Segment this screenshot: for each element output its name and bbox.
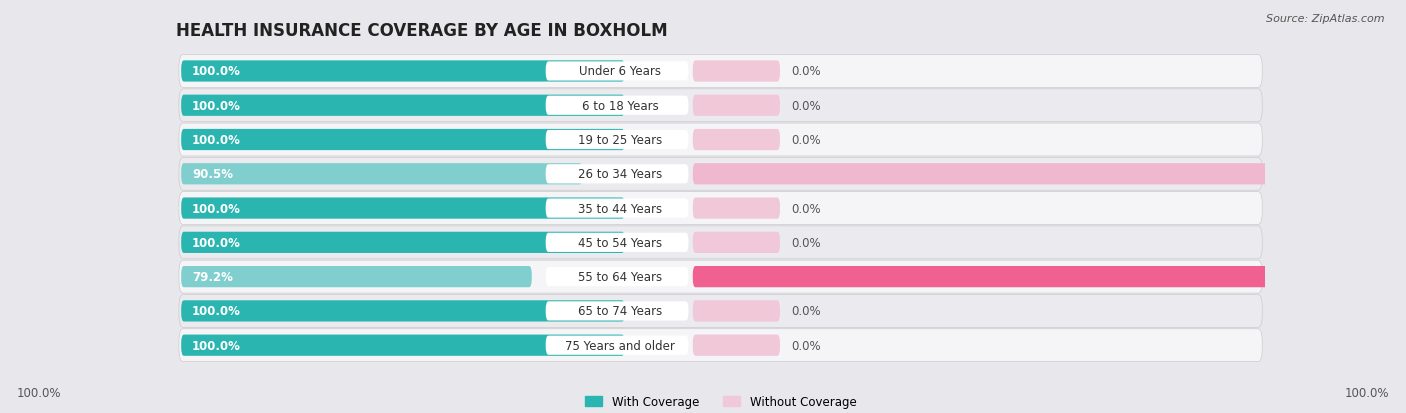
Text: 0.0%: 0.0%: [790, 339, 821, 352]
FancyBboxPatch shape: [181, 61, 624, 82]
FancyBboxPatch shape: [181, 198, 624, 219]
Text: 19 to 25 Years: 19 to 25 Years: [578, 134, 662, 147]
Text: 100.0%: 100.0%: [193, 339, 240, 352]
FancyBboxPatch shape: [179, 124, 1263, 157]
Text: 100.0%: 100.0%: [193, 305, 240, 318]
FancyBboxPatch shape: [181, 95, 624, 116]
FancyBboxPatch shape: [181, 335, 624, 356]
FancyBboxPatch shape: [546, 96, 689, 116]
FancyBboxPatch shape: [546, 336, 689, 355]
FancyBboxPatch shape: [546, 131, 689, 150]
Text: 45 to 54 Years: 45 to 54 Years: [578, 236, 662, 249]
FancyBboxPatch shape: [179, 192, 1263, 225]
FancyBboxPatch shape: [179, 261, 1263, 293]
FancyBboxPatch shape: [546, 62, 689, 81]
FancyBboxPatch shape: [181, 232, 624, 253]
Text: 0.0%: 0.0%: [790, 134, 821, 147]
Text: 100.0%: 100.0%: [193, 202, 240, 215]
FancyBboxPatch shape: [693, 301, 780, 322]
Text: 0.0%: 0.0%: [790, 305, 821, 318]
Text: 75 Years and older: 75 Years and older: [565, 339, 675, 352]
FancyBboxPatch shape: [546, 267, 689, 287]
FancyBboxPatch shape: [181, 301, 624, 322]
Text: 90.5%: 90.5%: [193, 168, 233, 181]
FancyBboxPatch shape: [181, 266, 531, 287]
Text: 0.0%: 0.0%: [790, 100, 821, 112]
Text: 0.0%: 0.0%: [790, 202, 821, 215]
Text: 100.0%: 100.0%: [193, 65, 240, 78]
Text: 26 to 34 Years: 26 to 34 Years: [578, 168, 662, 181]
FancyBboxPatch shape: [179, 90, 1263, 122]
Text: 100.0%: 100.0%: [17, 386, 62, 399]
Text: Under 6 Years: Under 6 Years: [579, 65, 661, 78]
FancyBboxPatch shape: [179, 329, 1263, 362]
Text: 100.0%: 100.0%: [193, 100, 240, 112]
Legend: With Coverage, Without Coverage: With Coverage, Without Coverage: [579, 390, 862, 413]
Text: 0.0%: 0.0%: [790, 236, 821, 249]
FancyBboxPatch shape: [693, 164, 1406, 185]
FancyBboxPatch shape: [693, 335, 780, 356]
FancyBboxPatch shape: [546, 199, 689, 218]
Text: 100.0%: 100.0%: [193, 134, 240, 147]
Text: 0.0%: 0.0%: [790, 65, 821, 78]
Text: 55 to 64 Years: 55 to 64 Years: [578, 271, 662, 283]
FancyBboxPatch shape: [546, 233, 689, 252]
FancyBboxPatch shape: [693, 232, 780, 253]
Text: Source: ZipAtlas.com: Source: ZipAtlas.com: [1267, 14, 1385, 24]
Text: 65 to 74 Years: 65 to 74 Years: [578, 305, 662, 318]
FancyBboxPatch shape: [179, 158, 1263, 191]
FancyBboxPatch shape: [693, 130, 780, 151]
FancyBboxPatch shape: [179, 295, 1263, 328]
Text: 100.0%: 100.0%: [193, 236, 240, 249]
FancyBboxPatch shape: [693, 95, 780, 116]
FancyBboxPatch shape: [693, 266, 1406, 287]
FancyBboxPatch shape: [693, 61, 780, 82]
FancyBboxPatch shape: [693, 198, 780, 219]
FancyBboxPatch shape: [546, 165, 689, 184]
Text: 35 to 44 Years: 35 to 44 Years: [578, 202, 662, 215]
Text: 79.2%: 79.2%: [193, 271, 233, 283]
FancyBboxPatch shape: [179, 55, 1263, 88]
Text: 6 to 18 Years: 6 to 18 Years: [582, 100, 658, 112]
FancyBboxPatch shape: [179, 226, 1263, 259]
FancyBboxPatch shape: [181, 130, 624, 151]
Text: 100.0%: 100.0%: [1344, 386, 1389, 399]
FancyBboxPatch shape: [181, 164, 582, 185]
Text: HEALTH INSURANCE COVERAGE BY AGE IN BOXHOLM: HEALTH INSURANCE COVERAGE BY AGE IN BOXH…: [176, 22, 668, 40]
FancyBboxPatch shape: [546, 301, 689, 321]
